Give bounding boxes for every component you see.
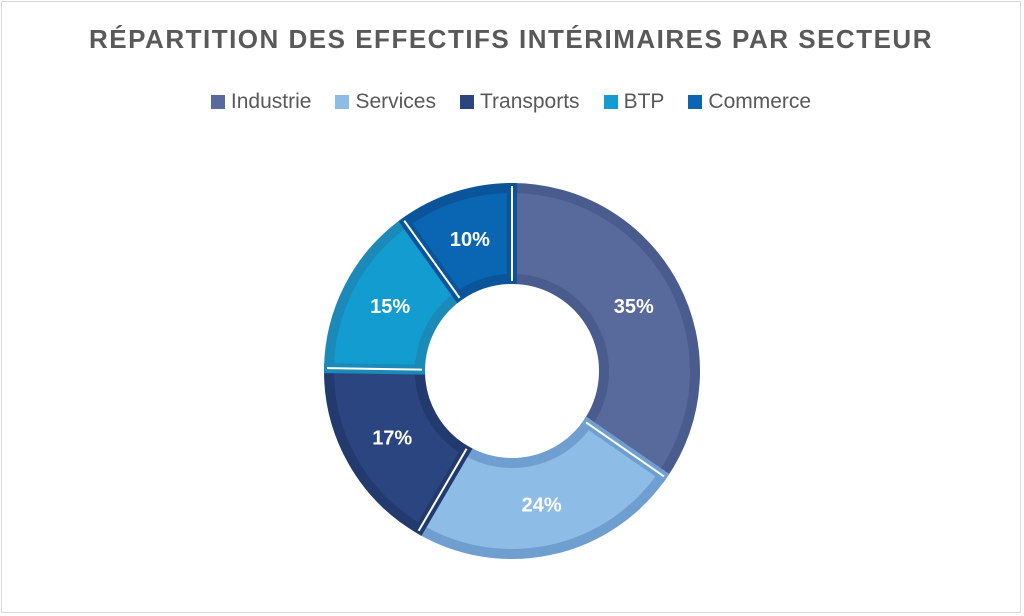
legend-item: Services: [335, 90, 436, 114]
chart-legend: Industrie Services Transports BTP Commerce: [0, 90, 1022, 114]
legend-swatch: [210, 95, 225, 109]
legend-item: Industrie: [210, 90, 312, 114]
legend-swatch: [459, 95, 474, 109]
slice-separator: [585, 421, 665, 478]
chart-title: RÉPARTITION DES EFFECTIFS INTÉRIMAIRES P…: [89, 24, 933, 54]
legend-swatch: [603, 95, 618, 109]
legend-label: Industrie: [230, 90, 312, 113]
donut-slice: [507, 182, 700, 483]
slice-data-label: 35%: [614, 296, 654, 318]
legend-label: Commerce: [708, 90, 812, 113]
legend-label: Transports: [479, 90, 580, 113]
slice-separator: [417, 448, 468, 532]
slice-data-label: 17%: [372, 428, 412, 450]
slice-separator: [327, 367, 423, 371]
slice-data-label: 24%: [522, 494, 562, 516]
slice-data-label: 10%: [450, 229, 490, 251]
legend-swatch: [335, 95, 350, 109]
legend-item: Commerce: [688, 90, 811, 114]
donut-slice: [324, 363, 473, 536]
legend-item: BTP: [603, 90, 665, 114]
legend-label: Services: [355, 90, 436, 113]
slice-data-label: 15%: [370, 296, 410, 318]
legend-item: Transports: [459, 90, 580, 114]
legend-label: BTP: [623, 90, 665, 113]
donut-slice: [412, 416, 670, 559]
slice-separator: [403, 220, 461, 299]
legend-swatch: [688, 95, 703, 109]
